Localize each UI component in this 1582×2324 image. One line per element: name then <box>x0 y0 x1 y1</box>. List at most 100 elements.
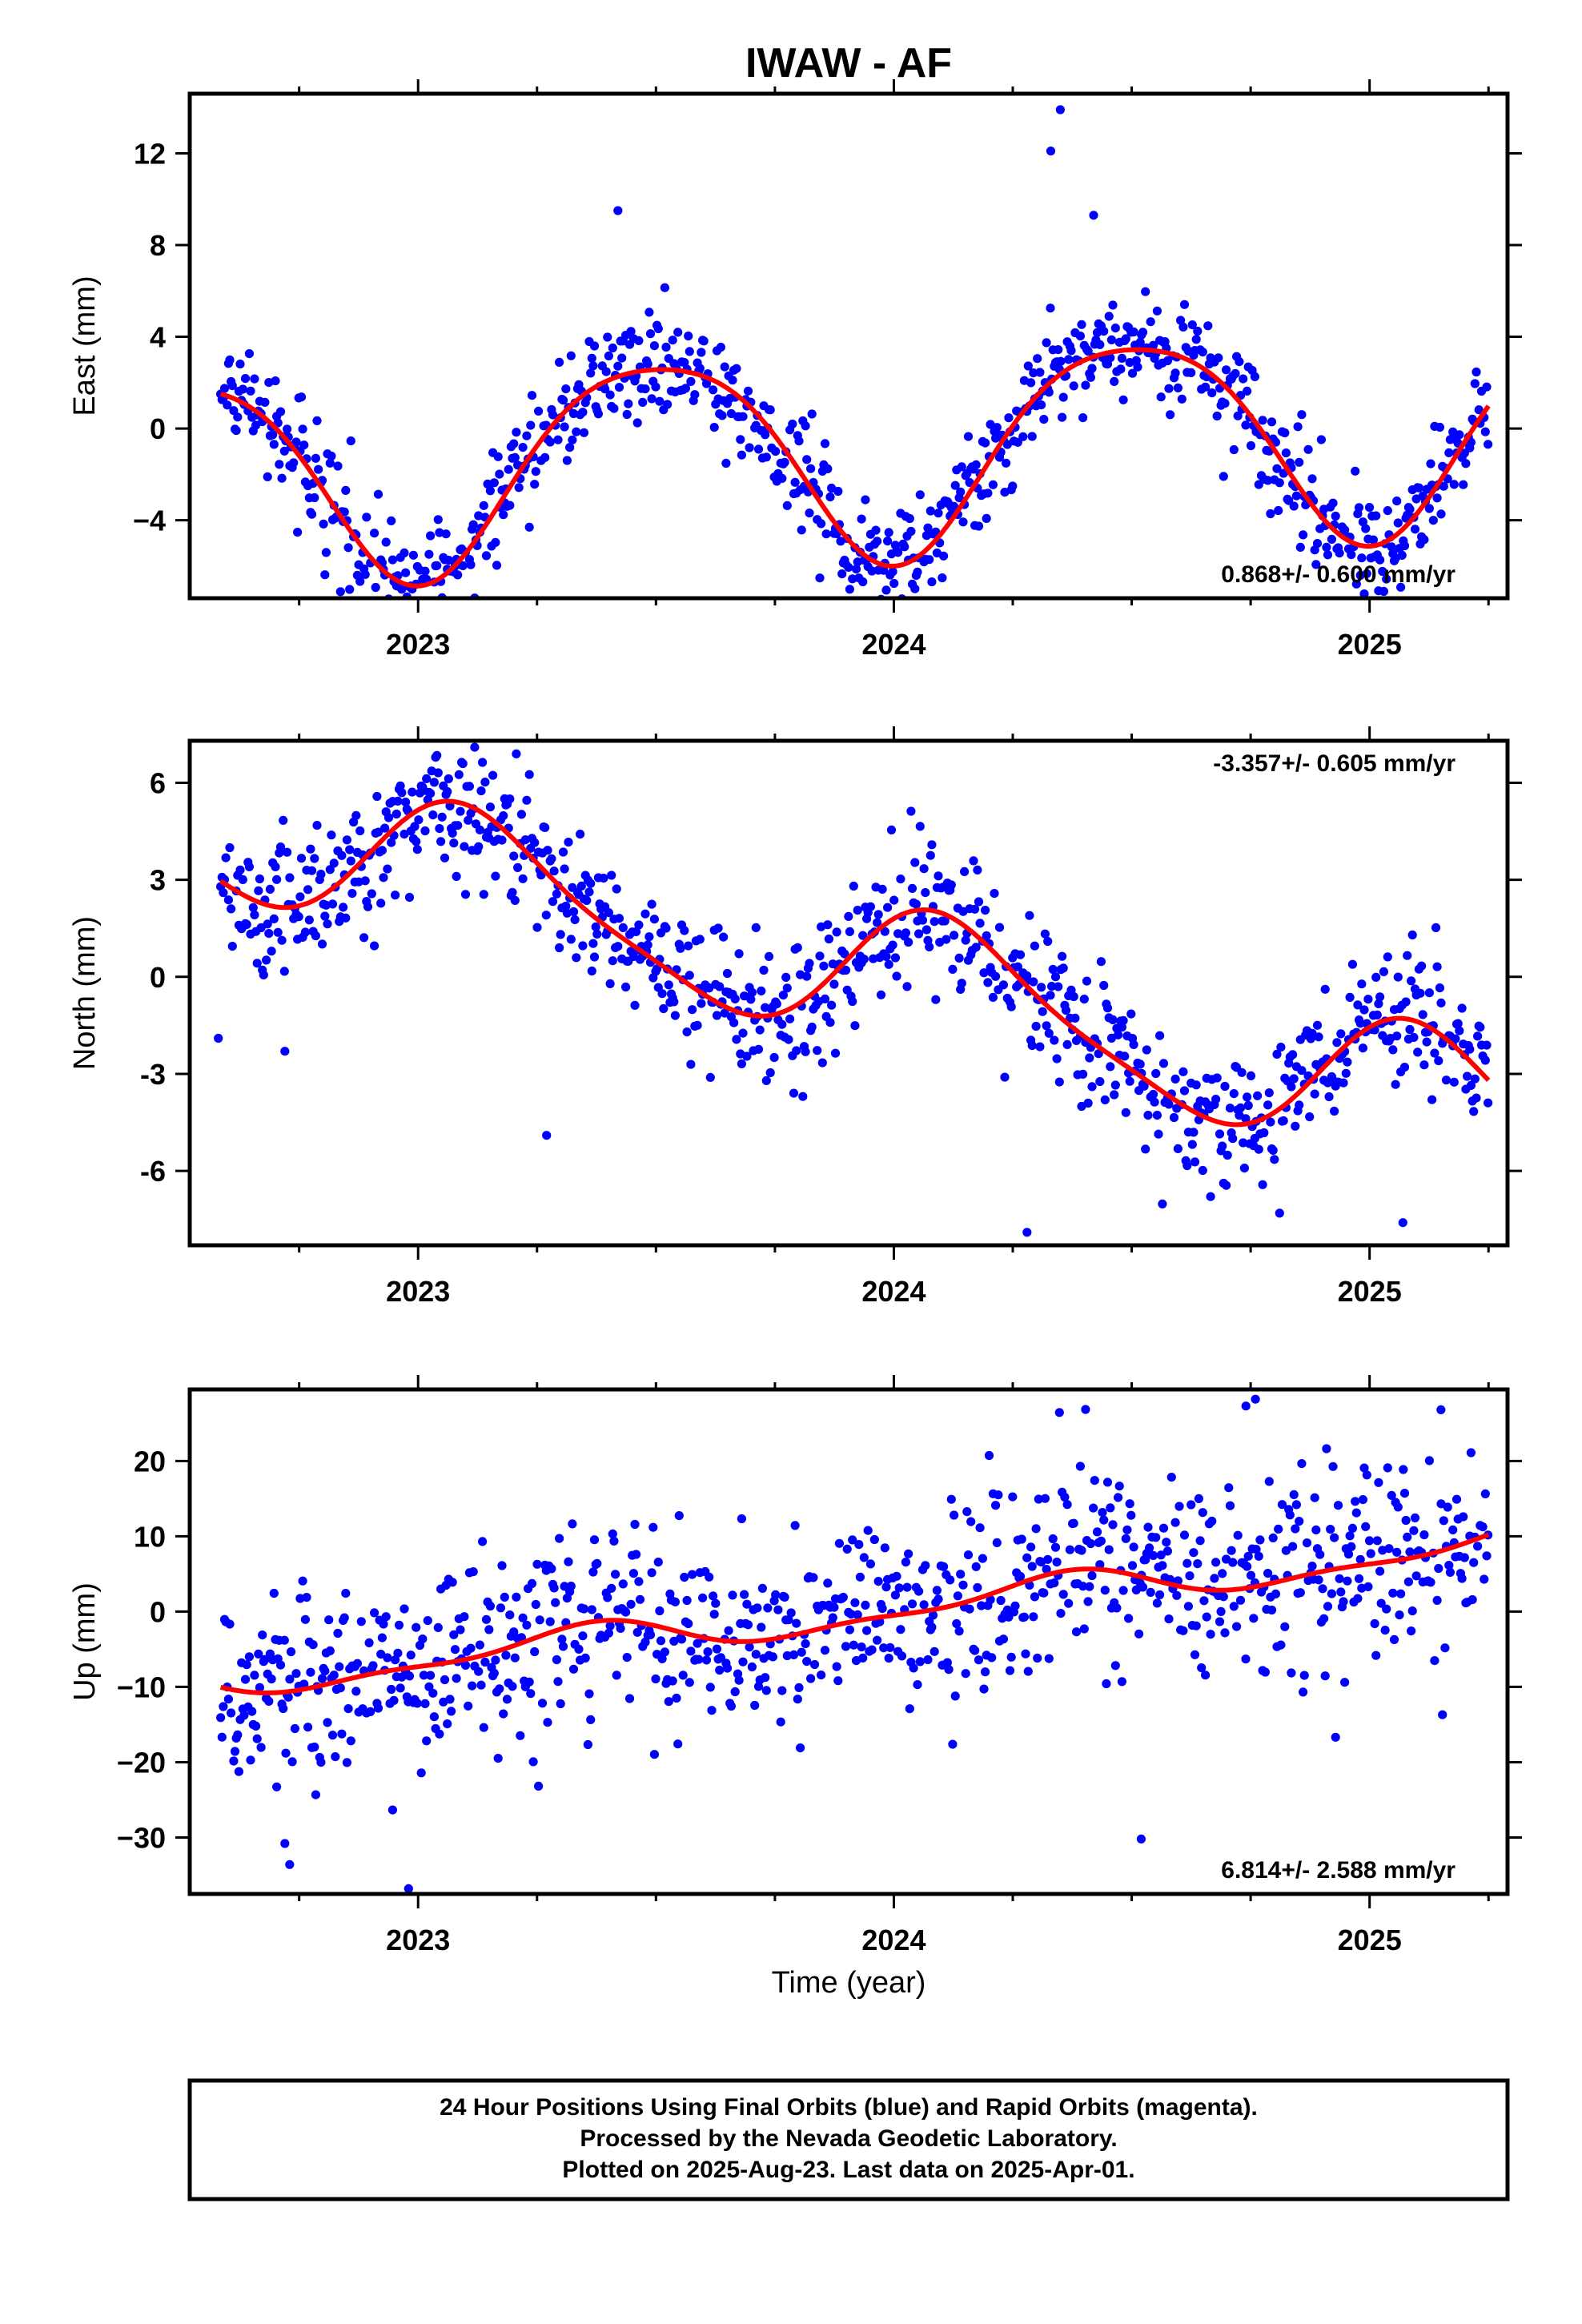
data-point <box>1183 1602 1193 1611</box>
data-point <box>1275 1208 1284 1218</box>
y-tick-label: 4 <box>150 321 166 354</box>
data-point <box>1197 1663 1207 1673</box>
data-point <box>902 1582 912 1592</box>
data-point <box>1267 1605 1277 1615</box>
figure-title: IWAW - AF <box>745 40 952 86</box>
data-point <box>1225 1501 1235 1510</box>
data-point <box>858 577 868 587</box>
data-point <box>901 928 910 938</box>
data-point <box>820 1646 830 1655</box>
data-point <box>1125 1076 1134 1086</box>
data-point <box>978 1554 987 1563</box>
data-point <box>273 927 283 937</box>
data-point <box>1343 1057 1352 1067</box>
data-point <box>526 420 536 430</box>
data-point <box>367 605 376 614</box>
data-point <box>780 457 789 467</box>
data-point <box>998 1634 1008 1644</box>
data-point <box>239 1711 249 1720</box>
data-point <box>287 1757 297 1767</box>
data-point <box>1428 516 1438 525</box>
data-point <box>688 1005 697 1015</box>
data-point <box>1134 1629 1144 1638</box>
data-point <box>404 1671 415 1681</box>
data-point <box>686 1059 696 1069</box>
data-point <box>1266 509 1275 519</box>
data-point <box>464 605 472 613</box>
data-point <box>1031 1021 1041 1031</box>
data-point <box>655 396 665 406</box>
data-point <box>1355 1019 1365 1028</box>
data-point <box>429 778 440 787</box>
data-point <box>1164 1100 1174 1109</box>
data-point <box>1179 300 1190 309</box>
data-point <box>1095 1077 1105 1087</box>
data-point <box>1470 1074 1480 1084</box>
data-point <box>1081 1405 1090 1414</box>
data-point <box>853 1610 862 1619</box>
data-point <box>1023 361 1033 371</box>
data-point <box>1345 1531 1355 1541</box>
data-point <box>351 810 361 820</box>
north-data-layer <box>214 742 1493 1237</box>
data-point <box>376 1650 386 1659</box>
data-point <box>1484 440 1493 449</box>
data-point <box>1459 1512 1468 1522</box>
data-point <box>1383 1463 1392 1473</box>
data-point <box>829 979 839 989</box>
data-point <box>319 519 328 529</box>
data-point <box>1472 367 1481 377</box>
data-point <box>857 1642 866 1652</box>
data-point <box>1186 1500 1196 1510</box>
data-point <box>640 1637 650 1647</box>
data-point <box>1178 1067 1188 1076</box>
data-point <box>807 1022 817 1032</box>
data-point <box>1266 1117 1275 1127</box>
data-point <box>1403 1532 1412 1542</box>
data-point <box>693 1638 702 1648</box>
data-point <box>1336 613 1345 622</box>
data-point <box>1410 525 1420 534</box>
x-tick-label: 2025 <box>1338 1275 1402 1308</box>
data-point <box>1302 1538 1312 1548</box>
data-point <box>1078 1069 1088 1079</box>
data-point <box>1469 1558 1479 1567</box>
data-point <box>1151 1533 1161 1542</box>
data-point <box>1218 1569 1227 1578</box>
data-point <box>841 1642 851 1651</box>
data-point <box>712 1011 722 1020</box>
data-point <box>643 940 652 950</box>
data-point <box>568 1519 577 1529</box>
data-point <box>833 486 843 497</box>
data-point <box>1195 1536 1205 1546</box>
data-point <box>1075 332 1085 341</box>
data-point <box>1110 376 1119 386</box>
data-point <box>1025 911 1034 920</box>
data-point <box>564 1557 573 1566</box>
data-point <box>1436 509 1446 519</box>
data-point <box>1299 530 1308 540</box>
data-point <box>335 1662 344 1671</box>
data-point <box>1158 1561 1167 1570</box>
data-point <box>1233 1530 1243 1540</box>
data-point <box>1154 1129 1163 1139</box>
data-point <box>530 838 540 847</box>
data-point <box>661 923 671 933</box>
data-point <box>1287 1668 1296 1678</box>
data-point <box>855 1572 865 1582</box>
data-point <box>1401 1515 1411 1526</box>
data-point <box>1220 1081 1230 1092</box>
data-point <box>269 914 279 923</box>
data-point <box>491 871 500 881</box>
data-point <box>789 1650 799 1659</box>
data-point <box>1392 497 1402 506</box>
data-point <box>379 1619 388 1629</box>
data-point <box>1289 1490 1299 1499</box>
data-point <box>1118 1015 1128 1025</box>
data-point <box>764 951 774 961</box>
data-point <box>1353 1000 1363 1010</box>
data-point <box>1048 1534 1058 1544</box>
data-point <box>1228 1558 1238 1567</box>
data-point <box>1277 1500 1287 1510</box>
data-point <box>1150 1097 1159 1107</box>
